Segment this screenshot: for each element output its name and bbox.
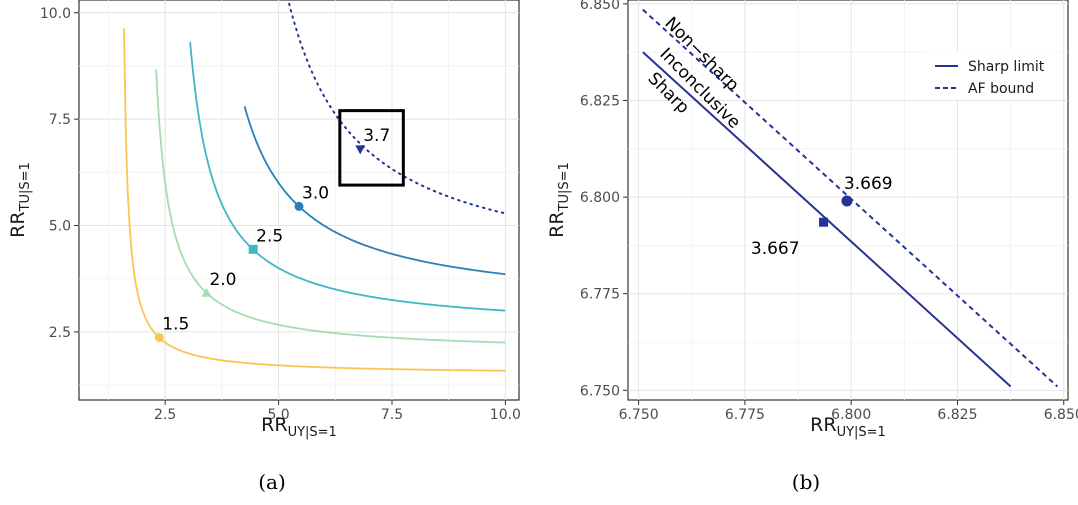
- panel-b-y-axis-label: RRTU|S=1: [546, 162, 572, 238]
- curve-bound-1.5: [123, 28, 506, 372]
- marker-bound-2.5: [248, 244, 258, 254]
- y-tick-label: 6.850: [580, 0, 620, 13]
- x-tick-label: 2.5: [154, 407, 176, 423]
- curve-bound-2.5: [189, 41, 506, 312]
- x-tick-label: 10.0: [490, 407, 521, 423]
- panel-a-ticks: 2.5 5.0 7.5 10.0 2.5 5.0 7.5 10.0: [40, 6, 521, 423]
- panel-a-grid: [79, 0, 519, 400]
- label-bound-2.5: 2.5: [256, 226, 283, 246]
- panel-a-caption: (a): [258, 470, 286, 494]
- panel-a-point-labels: 1.5 2.0 2.5 3.0 3.7: [162, 126, 390, 335]
- panel-a-markers: [154, 145, 366, 342]
- panel-b-point-labels: 3.667 3.669: [751, 174, 893, 259]
- x-tick-label: 6.850: [1044, 407, 1078, 423]
- label-bound-2.0: 2.0: [209, 270, 236, 290]
- label-bound-1.5: 1.5: [162, 314, 189, 334]
- label-bound-3.0: 3.0: [302, 183, 329, 203]
- point-3.669: [841, 195, 853, 207]
- y-tick-label: 6.750: [580, 383, 620, 399]
- panel-b-x-axis-label: RRUY|S=1: [810, 414, 886, 440]
- curve-bound-2.0: [155, 69, 506, 344]
- legend-background: [925, 52, 1060, 100]
- y-tick-label: 2.5: [49, 325, 71, 341]
- y-tick-label: 5.0: [49, 219, 71, 235]
- x-tick-label: 6.825: [937, 407, 977, 423]
- y-tick-label: 6.800: [580, 190, 620, 206]
- panel-a-frame: [78, 0, 520, 401]
- y-tick-label: 7.5: [49, 112, 71, 128]
- panel-b-caption: (b): [792, 470, 820, 494]
- marker-bound-3.7: [355, 145, 366, 155]
- y-tick-label: 6.775: [580, 287, 620, 303]
- y-tick-label: 6.825: [580, 93, 620, 109]
- panel-a-y-axis-label: RRTU|S=1: [7, 162, 33, 238]
- panel-b-ticks: 6.750 6.775 6.800 6.825 6.850 6.750 6.775 6.800…: [580, 0, 1078, 423]
- marker-bound-1.5: [154, 332, 164, 342]
- panel-b-points: [819, 195, 853, 227]
- panel-a-x-axis-label: RRUY|S=1: [261, 414, 337, 440]
- curve-bound-3.7: [287, 0, 507, 215]
- label-bound-3.7: 3.7: [363, 126, 390, 146]
- legend-label-0: Sharp limit: [968, 59, 1045, 75]
- y-tick-label: 10.0: [40, 6, 71, 22]
- point-3.667: [819, 217, 829, 227]
- point-label-3.667: 3.667: [751, 239, 800, 259]
- x-tick-label: 6.775: [725, 407, 765, 423]
- highlight-box: [338, 109, 405, 187]
- point-label-3.669: 3.669: [844, 174, 893, 194]
- legend: Sharp limit AF bound: [925, 52, 1060, 100]
- panel-b-grid: [628, 0, 1068, 400]
- x-tick-label: 6.800: [831, 407, 871, 423]
- panel-a: 1.5 2.0 2.5 3.0 3.7 2.5 5.0 7.5 10.0 2.5 5.0 7.5 10…: [7, 0, 521, 494]
- marker-bound-2.0: [201, 287, 212, 297]
- panel-a-curves: [123, 0, 507, 372]
- x-tick-label: 6.750: [619, 407, 659, 423]
- marker-bound-3.0: [294, 201, 304, 211]
- x-tick-label: 7.5: [381, 407, 403, 423]
- x-tick-label: 5.0: [267, 407, 289, 423]
- curve-bound-3.0: [243, 106, 506, 276]
- legend-label-1: AF bound: [968, 81, 1034, 97]
